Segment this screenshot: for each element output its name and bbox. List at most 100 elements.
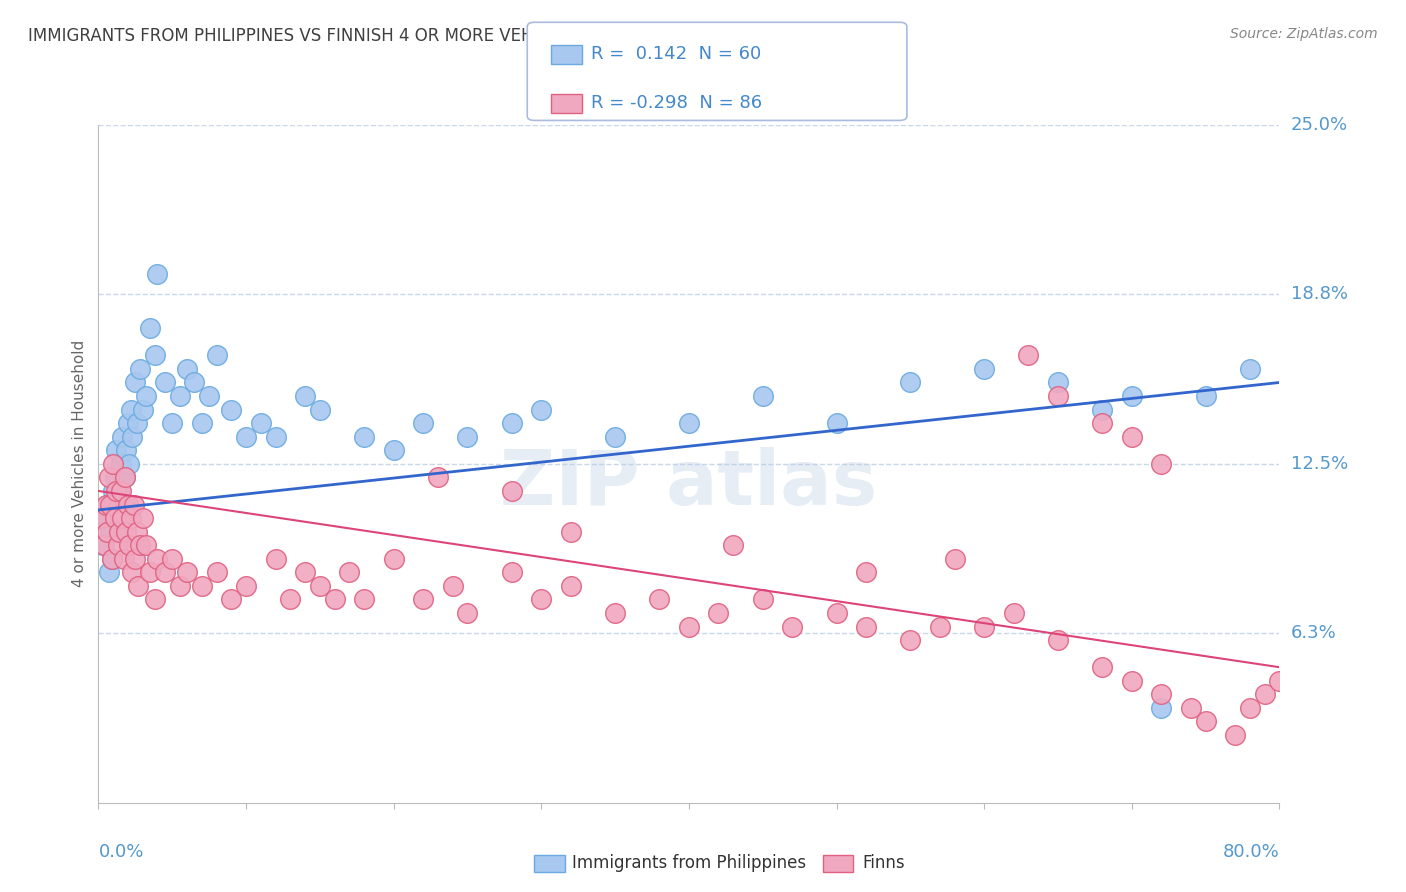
Point xyxy=(121,430,143,444)
Point xyxy=(501,416,523,430)
Point xyxy=(1150,701,1173,715)
Point xyxy=(139,321,162,335)
Point xyxy=(1195,714,1218,729)
Text: 12.5%: 12.5% xyxy=(1291,455,1348,473)
Point xyxy=(169,579,191,593)
Text: Finns: Finns xyxy=(862,855,904,872)
Point xyxy=(176,362,198,376)
Point xyxy=(153,566,176,580)
Text: 0.0%: 0.0% xyxy=(98,844,143,862)
Point xyxy=(1091,402,1114,417)
Point xyxy=(235,430,257,444)
Point xyxy=(309,402,332,417)
Point xyxy=(1046,633,1069,648)
Point xyxy=(120,511,142,525)
Point xyxy=(139,566,162,580)
Point xyxy=(98,524,121,539)
Point xyxy=(605,430,627,444)
Text: Source: ZipAtlas.com: Source: ZipAtlas.com xyxy=(1230,27,1378,41)
Point xyxy=(100,551,122,566)
Point xyxy=(132,402,155,417)
Point xyxy=(191,579,214,593)
Point xyxy=(128,362,150,376)
Text: 80.0%: 80.0% xyxy=(1223,844,1279,862)
Point xyxy=(1150,687,1173,701)
Point xyxy=(118,538,141,552)
Point xyxy=(96,498,118,512)
Point xyxy=(1121,673,1143,688)
Point xyxy=(250,416,273,430)
Point xyxy=(169,389,191,403)
Point xyxy=(111,511,134,525)
Point xyxy=(115,443,138,458)
Point xyxy=(382,443,405,458)
Point xyxy=(1223,728,1246,742)
Point xyxy=(97,470,120,484)
Point xyxy=(128,538,150,552)
Point xyxy=(176,566,198,580)
Point xyxy=(146,551,169,566)
Point xyxy=(309,579,332,593)
Point xyxy=(235,579,257,593)
Point xyxy=(1046,389,1069,403)
Point xyxy=(112,498,135,512)
Point xyxy=(146,267,169,281)
Point xyxy=(560,579,582,593)
Point xyxy=(103,483,125,498)
Point xyxy=(124,551,146,566)
Point xyxy=(110,483,132,498)
Point xyxy=(98,498,121,512)
Point xyxy=(928,619,950,633)
Point xyxy=(264,430,287,444)
Point xyxy=(114,470,136,484)
Text: R =  0.142  N = 60: R = 0.142 N = 60 xyxy=(591,45,761,63)
Point xyxy=(143,348,166,362)
Point xyxy=(127,579,149,593)
Point xyxy=(382,551,405,566)
Point xyxy=(93,538,115,552)
Point xyxy=(1239,362,1261,376)
Point xyxy=(456,606,478,620)
Point xyxy=(205,566,228,580)
Point xyxy=(900,376,922,390)
Point xyxy=(191,416,214,430)
Point xyxy=(94,498,117,512)
Point xyxy=(153,376,176,390)
Point xyxy=(973,619,995,633)
Point xyxy=(294,566,316,580)
Point xyxy=(132,511,155,525)
Point xyxy=(441,579,464,593)
Point xyxy=(117,416,139,430)
Point xyxy=(456,430,478,444)
Point xyxy=(530,402,553,417)
Point xyxy=(900,633,922,648)
Point xyxy=(560,524,582,539)
Point xyxy=(1150,457,1173,471)
Point xyxy=(112,551,135,566)
Text: IMMIGRANTS FROM PHILIPPINES VS FINNISH 4 OR MORE VEHICLES IN HOUSEHOLD CORRELATI: IMMIGRANTS FROM PHILIPPINES VS FINNISH 4… xyxy=(28,27,900,45)
Point xyxy=(825,606,848,620)
Point xyxy=(104,470,127,484)
Point xyxy=(855,619,877,633)
Point xyxy=(94,511,117,525)
Point xyxy=(115,524,138,539)
Point xyxy=(337,566,360,580)
Text: Immigrants from Philippines: Immigrants from Philippines xyxy=(572,855,807,872)
Point xyxy=(294,389,316,403)
Point xyxy=(973,362,995,376)
Point xyxy=(121,566,143,580)
Point xyxy=(205,348,228,362)
Text: 6.3%: 6.3% xyxy=(1291,624,1336,642)
Text: 25.0%: 25.0% xyxy=(1291,116,1348,134)
Point xyxy=(1017,348,1039,362)
Point xyxy=(125,416,148,430)
Text: 18.8%: 18.8% xyxy=(1291,285,1347,303)
Point xyxy=(110,457,132,471)
Point xyxy=(1046,376,1069,390)
Point xyxy=(323,592,346,607)
Point xyxy=(111,430,134,444)
Point xyxy=(1180,701,1202,715)
Point xyxy=(751,389,773,403)
Point xyxy=(1254,687,1277,701)
Point xyxy=(943,551,966,566)
